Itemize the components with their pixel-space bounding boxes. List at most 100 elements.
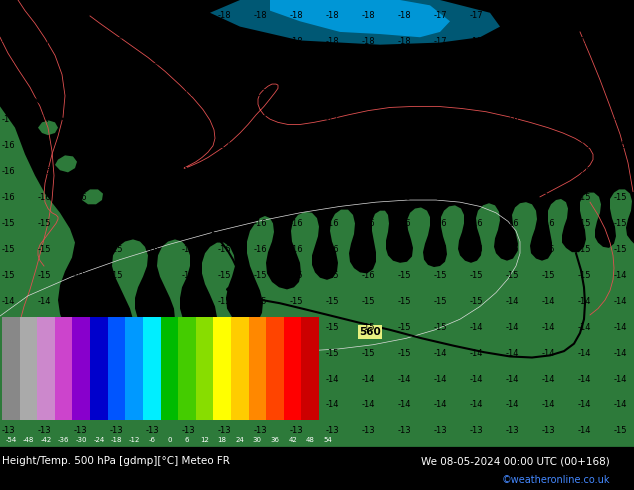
Text: -15: -15 (469, 271, 482, 280)
Text: -13: -13 (181, 426, 195, 436)
Text: 24: 24 (235, 438, 244, 443)
Text: -17: -17 (109, 115, 123, 124)
Text: -15: -15 (253, 297, 267, 306)
Text: -15: -15 (541, 245, 555, 254)
Text: -17: -17 (325, 89, 339, 98)
Text: -14: -14 (505, 323, 519, 332)
Text: -14: -14 (361, 400, 375, 410)
Text: -16: -16 (433, 245, 447, 254)
Text: -16: -16 (469, 245, 483, 254)
Text: -18: -18 (397, 11, 411, 21)
Text: -16: -16 (37, 167, 51, 176)
Text: -16: -16 (361, 271, 375, 280)
Text: -17: -17 (397, 167, 411, 176)
Text: -16: -16 (505, 89, 519, 98)
Text: -15: -15 (253, 271, 267, 280)
Text: -14: -14 (289, 374, 303, 384)
Text: -16: -16 (109, 167, 123, 176)
Text: -17: -17 (325, 167, 339, 176)
Text: -16: -16 (397, 219, 411, 228)
Text: -17: -17 (433, 63, 447, 73)
Text: -13: -13 (469, 426, 483, 436)
Text: -15: -15 (325, 348, 339, 358)
Text: -16: -16 (541, 219, 555, 228)
Text: -17: -17 (253, 115, 267, 124)
Text: -14: -14 (398, 374, 411, 384)
Text: -14: -14 (361, 374, 375, 384)
Text: -14: -14 (613, 323, 627, 332)
Text: -17: -17 (145, 89, 158, 98)
Text: -15: -15 (613, 115, 627, 124)
Bar (90, 318, 108, 420)
Bar (196, 318, 213, 420)
Text: -15: -15 (469, 297, 482, 306)
Text: -16: -16 (181, 219, 195, 228)
Text: -13: -13 (73, 400, 87, 410)
Text: -18: -18 (289, 37, 303, 47)
Text: -14: -14 (37, 297, 51, 306)
Text: -17: -17 (361, 89, 375, 98)
Text: -14: -14 (181, 348, 195, 358)
Text: -15: -15 (145, 271, 158, 280)
Text: 560: 560 (359, 327, 381, 337)
Text: -16: -16 (613, 11, 627, 21)
Text: -15: -15 (613, 89, 627, 98)
Text: -15: -15 (613, 167, 627, 176)
Text: -13: -13 (361, 426, 375, 436)
Text: -14: -14 (253, 374, 267, 384)
Text: -16: -16 (505, 11, 519, 21)
Text: -16: -16 (1, 193, 15, 202)
Text: -16: -16 (361, 245, 375, 254)
Text: 36: 36 (271, 438, 280, 443)
Polygon shape (210, 0, 500, 45)
Bar (55, 318, 72, 420)
Text: -16: -16 (325, 219, 339, 228)
Text: -17: -17 (289, 167, 303, 176)
Text: -15: -15 (577, 271, 591, 280)
Bar (266, 318, 284, 420)
Text: 6: 6 (184, 438, 189, 443)
Text: -15: -15 (37, 271, 51, 280)
Text: -14: -14 (541, 323, 555, 332)
Text: -16: -16 (433, 193, 447, 202)
Text: -16: -16 (181, 193, 195, 202)
Bar (231, 318, 249, 420)
Text: -24: -24 (93, 438, 105, 443)
Text: -15: -15 (433, 323, 447, 332)
Polygon shape (0, 318, 2, 420)
Text: -15: -15 (613, 245, 627, 254)
Text: -17: -17 (397, 115, 411, 124)
Text: -16: -16 (145, 167, 158, 176)
Text: -17: -17 (253, 141, 267, 150)
Text: -17: -17 (37, 89, 51, 98)
Text: -17: -17 (181, 63, 195, 73)
Text: -15: -15 (577, 245, 591, 254)
Text: -15: -15 (577, 167, 591, 176)
Text: 42: 42 (288, 438, 297, 443)
Text: -17: -17 (469, 11, 483, 21)
Text: -17: -17 (73, 89, 87, 98)
Text: -18: -18 (181, 37, 195, 47)
Text: -15: -15 (577, 115, 591, 124)
Text: -16: -16 (397, 245, 411, 254)
Text: -17: -17 (397, 89, 411, 98)
Text: -15: -15 (577, 193, 591, 202)
Text: -14: -14 (613, 400, 627, 410)
Text: -14: -14 (505, 374, 519, 384)
Text: ©weatheronline.co.uk: ©weatheronline.co.uk (501, 475, 610, 485)
Text: -13: -13 (37, 400, 51, 410)
Text: -14: -14 (37, 323, 51, 332)
Text: -15: -15 (74, 271, 87, 280)
Text: -16: -16 (505, 167, 519, 176)
Text: -15: -15 (181, 271, 195, 280)
Text: 0: 0 (167, 438, 172, 443)
Text: -14: -14 (253, 348, 267, 358)
Text: -16: -16 (505, 115, 519, 124)
Text: 12: 12 (200, 438, 209, 443)
Text: -14: -14 (1, 323, 15, 332)
Text: -12: -12 (129, 438, 139, 443)
Text: -14: -14 (469, 348, 482, 358)
Text: -15: -15 (109, 297, 123, 306)
Text: -16: -16 (505, 37, 519, 47)
Text: -14: -14 (181, 374, 195, 384)
